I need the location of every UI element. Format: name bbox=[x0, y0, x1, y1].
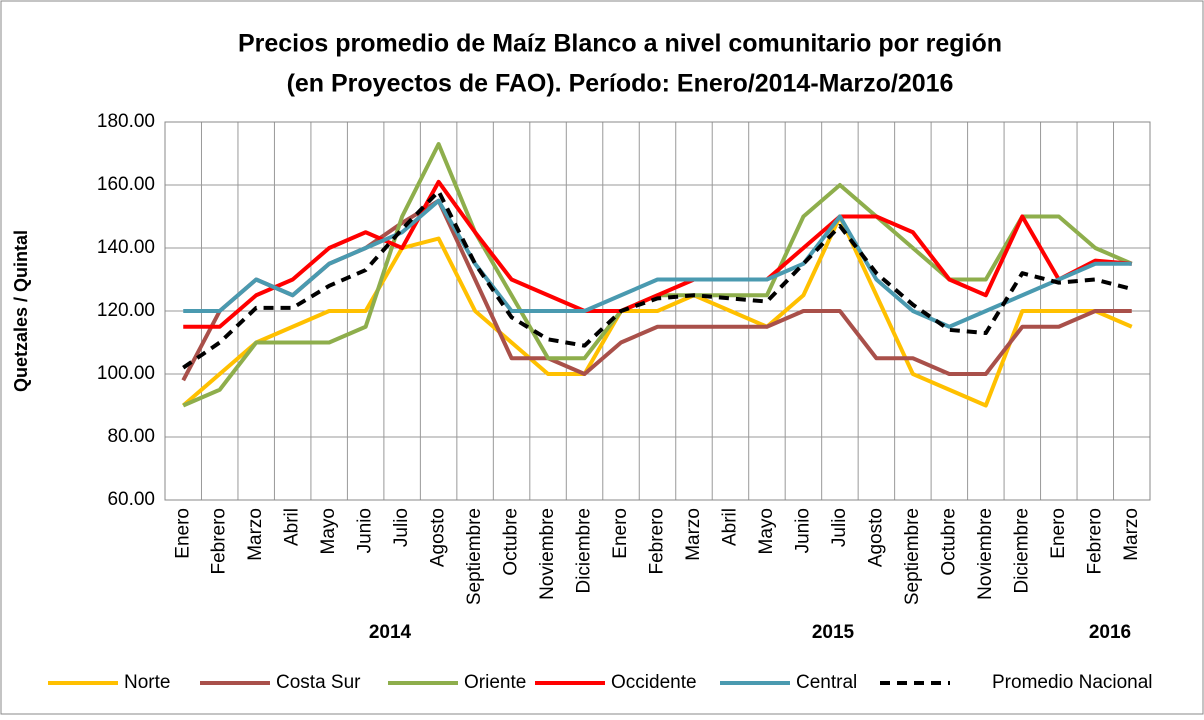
y-tick-label: 160.00 bbox=[97, 174, 155, 195]
legend-label: Occidente bbox=[611, 672, 697, 693]
x-tick-label: Noviembre bbox=[975, 508, 996, 600]
y-tick-label: 80.00 bbox=[107, 426, 155, 447]
legend-label: Costa Sur bbox=[276, 672, 361, 693]
x-tick-label: Mayo bbox=[756, 508, 777, 554]
legend-label: Oriente bbox=[464, 672, 526, 693]
x-tick-label: Abril bbox=[282, 508, 303, 546]
y-tick-label: 180.00 bbox=[97, 111, 155, 132]
chart-title: (en Proyectos de FAO). Período: Enero/20… bbox=[287, 70, 954, 98]
x-tick-label: Septiembre bbox=[464, 508, 485, 605]
x-tick-label: Septiembre bbox=[902, 508, 923, 605]
x-tick-label: Enero bbox=[610, 508, 631, 559]
year-label: 2015 bbox=[812, 622, 855, 643]
y-tick-label: 100.00 bbox=[97, 363, 155, 384]
y-tick-label: 140.00 bbox=[97, 237, 155, 258]
x-tick-label: Diciembre bbox=[574, 508, 595, 594]
x-tick-label: Febrero bbox=[647, 508, 668, 575]
series-line bbox=[183, 198, 1132, 329]
x-tick-label: Marzo bbox=[1121, 508, 1142, 561]
x-tick-label: Agosto bbox=[428, 508, 449, 567]
y-axis-label: Quetzales / Quintal bbox=[11, 230, 31, 392]
x-tick-label: Julio bbox=[391, 508, 412, 547]
legend-label: Norte bbox=[124, 672, 170, 693]
x-tick-label: Febrero bbox=[209, 508, 230, 575]
series-line bbox=[182, 189, 1133, 370]
year-label: 2014 bbox=[369, 622, 412, 643]
series-line bbox=[181, 214, 1133, 408]
plot-border bbox=[164, 121, 1151, 501]
chart-title: Precios promedio de Maíz Blanco a nivel … bbox=[238, 30, 1002, 58]
x-tick-label: Marzo bbox=[683, 508, 704, 561]
x-tick-label: Mayo bbox=[318, 508, 339, 554]
x-tick-label: Julio bbox=[829, 508, 850, 547]
y-tick-label: 120.00 bbox=[97, 300, 155, 321]
x-tick-label: Junio bbox=[355, 508, 376, 553]
x-tick-label: Octubre bbox=[938, 508, 959, 576]
x-tick-label: Agosto bbox=[865, 508, 886, 567]
x-tick-label: Noviembre bbox=[537, 508, 558, 600]
x-tick-label: Diciembre bbox=[1011, 508, 1032, 594]
series-line bbox=[183, 179, 1132, 329]
x-tick-label: Febrero bbox=[1084, 508, 1105, 575]
legend-label: Promedio Nacional bbox=[992, 672, 1153, 693]
x-tick-label: Marzo bbox=[245, 508, 266, 561]
x-tick-label: Octubre bbox=[501, 508, 522, 576]
y-tick-label: 60.00 bbox=[107, 489, 155, 510]
legend-label: Central bbox=[796, 672, 857, 693]
x-tick-label: Junio bbox=[792, 508, 813, 553]
x-tick-label: Abril bbox=[719, 508, 740, 546]
x-tick-label: Enero bbox=[1048, 508, 1069, 559]
year-label: 2016 bbox=[1089, 622, 1131, 643]
x-tick-label: Enero bbox=[172, 508, 193, 559]
